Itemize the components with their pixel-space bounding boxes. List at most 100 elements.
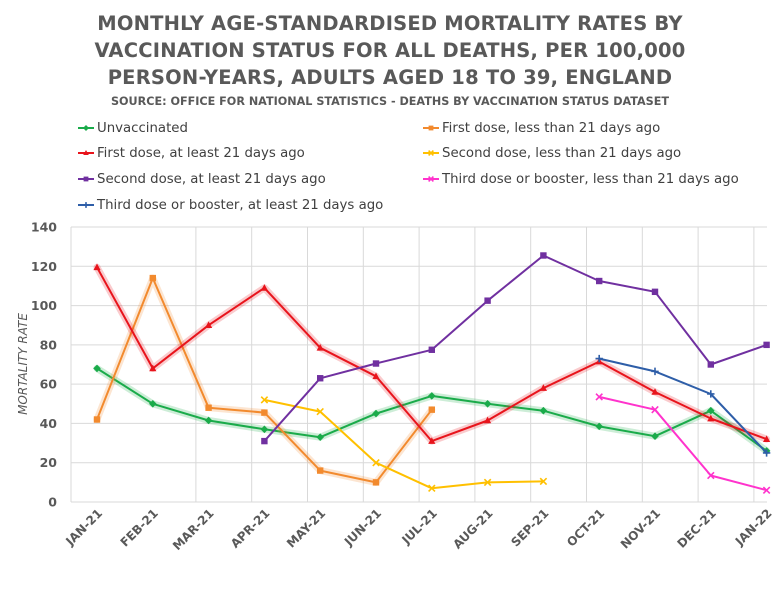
y-tick-label: 40 <box>40 416 58 431</box>
y-tick-label: 140 <box>31 220 57 235</box>
data-point <box>149 399 157 408</box>
legend-item: Second dose, at least 21 days ago <box>78 169 326 189</box>
data-point <box>428 346 435 353</box>
data-point <box>539 384 547 391</box>
x-tick-label: JUN-21 <box>341 506 384 549</box>
data-point <box>428 406 435 413</box>
y-tick-label: 120 <box>31 259 57 274</box>
data-point <box>316 433 324 441</box>
y-axis: 0 20 40 60 80 100 120 140 <box>31 220 57 510</box>
x-tick-label: JAN-22 <box>732 506 775 549</box>
data-point <box>762 486 771 494</box>
chart-subtitle: SOURCE: OFFICE FOR NATIONAL STATISTICS -… <box>110 95 670 108</box>
chart-title-line-1: MONTHLY AGE-STANDARDISED MORTALITY RATES… <box>97 12 683 35</box>
data-point <box>372 372 380 380</box>
data-point <box>316 344 324 351</box>
series-line <box>263 254 767 442</box>
y-tick-label: 0 <box>48 495 57 510</box>
data-point <box>93 364 101 373</box>
data-point <box>595 393 603 401</box>
data-point <box>260 396 269 404</box>
x-tick-label: FEB-21 <box>118 506 161 549</box>
legend-swatch <box>423 176 439 182</box>
data-point <box>260 284 268 291</box>
data-point <box>204 416 213 425</box>
data-point <box>707 406 715 415</box>
legend-label: Second dose, less than 21 days ago <box>442 145 682 161</box>
gridlines <box>70 226 767 503</box>
data-point <box>93 263 101 271</box>
data-point <box>428 484 436 493</box>
series-line <box>264 398 544 490</box>
legend-item: Third dose or booster, less than 21 days… <box>423 169 739 189</box>
data-point <box>483 399 492 408</box>
data-point <box>205 321 213 329</box>
data-point <box>261 437 268 445</box>
series-1 <box>93 274 436 486</box>
series-4 <box>261 252 770 445</box>
data-point <box>372 479 380 486</box>
legend-swatch <box>423 125 439 131</box>
legend-label: Second dose, at least 21 days ago <box>97 171 326 187</box>
data-point <box>205 404 212 411</box>
x-tick-label: MAR-21 <box>170 506 217 553</box>
data-point <box>651 288 659 296</box>
data-point <box>93 416 101 423</box>
y-axis-label: MORTALITY RATE <box>16 313 30 415</box>
data-point <box>260 425 269 434</box>
legend-swatch <box>78 176 94 182</box>
data-point <box>707 471 715 480</box>
data-point <box>707 414 715 422</box>
legend-label: Third dose or booster, at least 21 days … <box>97 197 384 213</box>
series-5 <box>595 393 771 494</box>
data-point <box>539 477 548 486</box>
legend-item: Third dose or booster, at least 21 days … <box>78 195 383 215</box>
x-tick-label: JUL-21 <box>399 506 440 547</box>
data-point <box>372 360 380 367</box>
legend-label: First dose, at least 21 days ago <box>97 145 305 161</box>
data-point <box>149 364 157 372</box>
series-group <box>93 252 771 494</box>
series-line <box>598 395 767 492</box>
x-tick-label: MAY-21 <box>284 506 328 550</box>
legend-label: Unvaccinated <box>97 120 188 136</box>
x-tick-label: OCT-21 <box>564 506 607 549</box>
legend-item: First dose, at least 21 days ago <box>78 143 305 163</box>
series-line <box>598 357 768 454</box>
data-point <box>428 392 436 400</box>
data-point <box>483 478 492 487</box>
legend-swatch <box>78 125 94 131</box>
y-tick-label: 100 <box>31 298 57 313</box>
data-point <box>261 409 268 416</box>
data-point <box>372 409 380 418</box>
data-point <box>149 274 156 282</box>
data-point <box>596 277 603 285</box>
data-point <box>540 252 547 259</box>
data-point <box>428 437 436 444</box>
data-point <box>372 458 380 467</box>
y-tick-label: 60 <box>40 377 58 392</box>
x-axis: JAN-21 FEB-21 MAR-21 APR-21 MAY-21 JUN-21 JUL-… <box>62 506 774 553</box>
legend-item: Unvaccinated <box>78 118 188 138</box>
data-point <box>651 388 659 395</box>
series-6 <box>595 354 771 457</box>
data-point <box>707 390 715 398</box>
chart-title-line-3: PERSON-YEARS, ADULTS AGED 18 TO 39, ENGL… <box>107 66 673 89</box>
data-point <box>484 297 491 304</box>
legend-item: First dose, less than 21 days ago <box>423 118 660 138</box>
data-point <box>651 405 659 414</box>
legend-label: First dose, less than 21 days ago <box>442 120 661 136</box>
chart-title: MONTHLY AGE-STANDARDISED MORTALITY RATES… <box>0 10 780 91</box>
x-tick-label: SEP-21 <box>508 506 551 549</box>
legend-swatch <box>423 150 439 156</box>
legend-swatch <box>78 150 94 155</box>
legend-swatch <box>78 202 94 208</box>
series-0 <box>93 364 771 455</box>
data-point <box>762 449 771 457</box>
x-tick-label: NOV-21 <box>618 506 663 551</box>
x-tick-label: DEC-21 <box>674 506 718 550</box>
chart-title-line-2: VACCINATION STATUS FOR ALL DEATHS, PER 1… <box>94 39 686 62</box>
legend-item: Second dose, less than 21 days ago <box>423 143 681 163</box>
data-point <box>763 435 771 442</box>
